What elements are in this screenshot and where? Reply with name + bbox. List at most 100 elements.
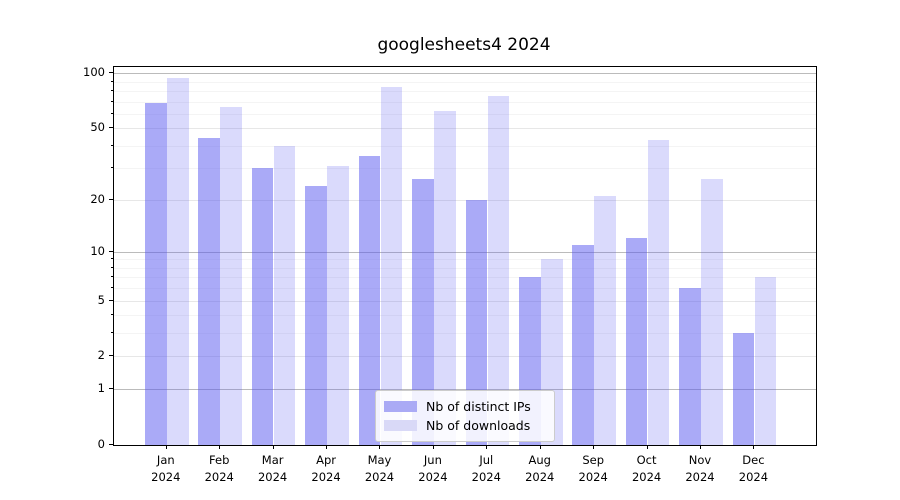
y-tick-label: 100 [83, 65, 105, 80]
x-tick-mark [486, 445, 488, 449]
y-tick-mark [109, 250, 113, 252]
y-tick-mark [109, 72, 113, 74]
x-tick-label: Jul 2024 [471, 453, 501, 484]
y-minor-tick-mark [111, 100, 113, 102]
x-tick-label: Dec 2024 [738, 453, 769, 484]
y-tick-mark [109, 198, 113, 200]
y-gridline [114, 267, 816, 269]
y-minor-tick-mark [111, 167, 113, 169]
y-tick-label: 10 [90, 243, 105, 258]
y-gridline [114, 145, 816, 147]
y-gridline [114, 168, 816, 170]
y-minor-tick-mark [111, 112, 113, 114]
y-gridline [114, 199, 816, 201]
y-gridline [114, 333, 816, 335]
y-tick-label: 20 [90, 191, 105, 206]
bar-downloads [167, 78, 189, 445]
x-tick-label: Oct 2024 [631, 453, 662, 484]
y-gridline [114, 259, 816, 261]
y-minor-tick-mark [111, 314, 113, 316]
y-gridline [114, 101, 816, 103]
y-gridline [114, 73, 816, 75]
bar-distinct-ips [358, 156, 381, 445]
y-tick-label: 0 [97, 437, 105, 451]
bar-downloads [327, 165, 349, 445]
bar-downloads [647, 140, 670, 445]
x-tick-mark [753, 445, 755, 449]
x-tick-label: Jan 2024 [151, 453, 181, 484]
y-minor-tick-mark [111, 258, 113, 260]
legend-swatch-distinct-ips [384, 401, 417, 412]
legend-swatch-downloads [384, 420, 417, 431]
y-gridline [114, 90, 816, 92]
y-minor-tick-mark [111, 144, 113, 146]
bar-distinct-ips [251, 168, 274, 445]
y-minor-tick-mark [111, 266, 113, 268]
legend-label-distinct-ips: Nb of distinct IPs [426, 399, 531, 414]
bar-downloads [594, 195, 616, 445]
y-gridline [114, 288, 816, 290]
y-tick-label: 50 [90, 120, 105, 135]
x-tick-mark [165, 445, 167, 449]
bar-distinct-ips [145, 102, 167, 445]
legend-label-downloads: Nb of downloads [426, 418, 531, 433]
y-tick-label: 1 [97, 381, 105, 396]
y-minor-tick-mark [111, 332, 113, 334]
x-tick-label: Apr 2024 [311, 453, 341, 484]
y-gridline [114, 300, 816, 302]
x-tick-mark [700, 445, 701, 449]
y-minor-tick-mark [111, 276, 113, 278]
y-gridline [114, 128, 816, 130]
bar-downloads [487, 96, 510, 445]
legend-item-downloads: Nb of downloads [384, 416, 546, 435]
x-tick-label: Feb 2024 [204, 453, 234, 484]
bar-downloads [434, 111, 456, 445]
y-gridline [114, 251, 816, 253]
bar-downloads [701, 179, 723, 445]
y-gridline [114, 315, 816, 317]
y-minor-tick-mark [111, 80, 113, 82]
bar-distinct-ips [412, 179, 434, 445]
x-tick-label: Nov 2024 [685, 453, 715, 484]
x-tick-mark [539, 445, 541, 449]
x-tick-mark [646, 445, 648, 449]
plot-area [113, 66, 817, 446]
y-tick-mark [109, 444, 113, 445]
x-tick-mark [379, 445, 381, 449]
y-gridline [114, 81, 816, 83]
bar-distinct-ips [625, 238, 648, 445]
bar-downloads [273, 145, 296, 445]
bar-distinct-ips [679, 288, 701, 445]
x-tick-label: Mar 2024 [257, 453, 288, 484]
bar-distinct-ips [572, 244, 594, 445]
y-minor-tick-mark [111, 89, 113, 91]
bar-downloads [380, 87, 403, 445]
legend: Nb of distinct IPs Nb of downloads [375, 390, 555, 442]
y-tick-mark [109, 355, 113, 357]
x-tick-mark [432, 445, 434, 449]
chart-title: googlesheets4 2024 [377, 35, 551, 55]
x-tick-mark [593, 445, 595, 449]
y-tick-mark [109, 127, 113, 129]
x-tick-mark [219, 445, 221, 449]
y-gridline [114, 113, 816, 115]
bar-distinct-ips [305, 185, 327, 445]
y-tick-mark [109, 388, 113, 390]
y-gridline [114, 277, 816, 279]
y-tick-label: 2 [97, 348, 105, 363]
y-gridline [114, 389, 816, 391]
x-tick-label: Jun 2024 [418, 453, 448, 484]
bar-downloads [220, 107, 242, 445]
y-minor-tick-mark [111, 287, 113, 289]
y-tick-mark [109, 299, 113, 301]
y-tick-label: 5 [97, 292, 105, 307]
bar-distinct-ips [465, 199, 488, 445]
bar-distinct-ips [198, 138, 220, 445]
bar-downloads [754, 277, 777, 445]
x-tick-label: May 2024 [364, 453, 395, 484]
y-gridline [114, 356, 816, 358]
bar-distinct-ips [732, 333, 755, 445]
x-tick-label: Aug 2024 [525, 453, 555, 484]
x-tick-mark [326, 445, 328, 449]
